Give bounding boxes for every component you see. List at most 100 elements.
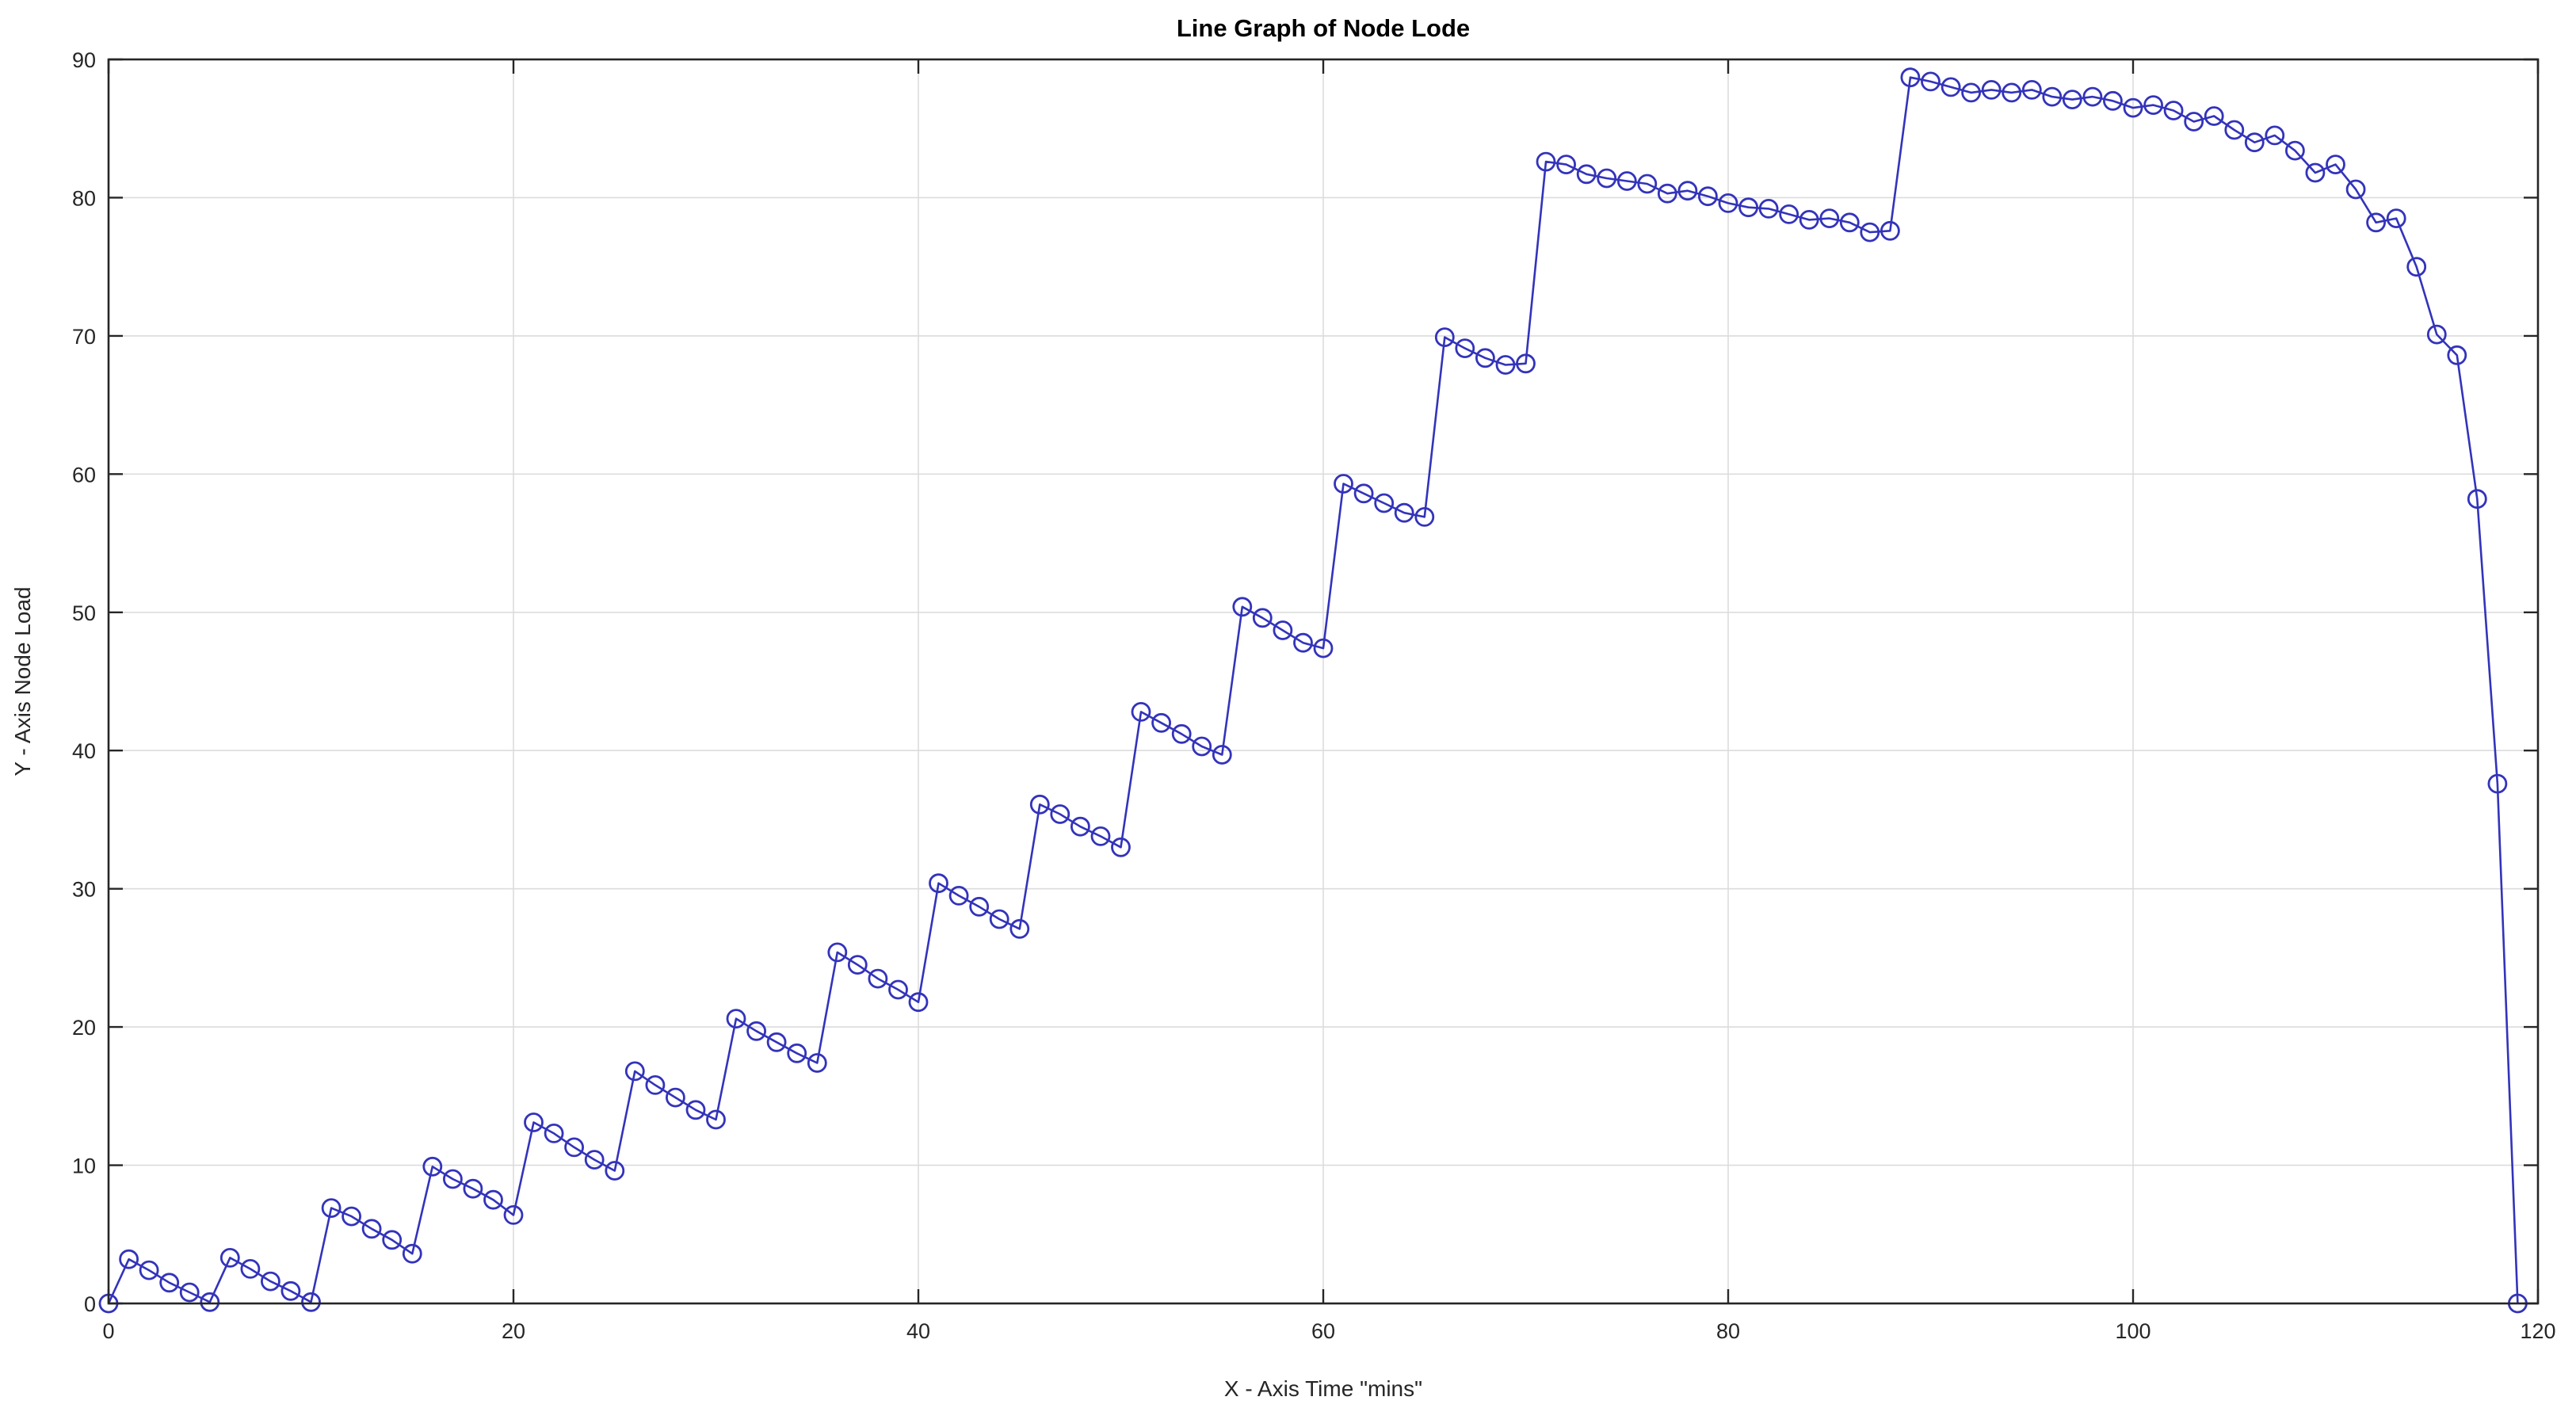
data-point-marker bbox=[1394, 502, 1414, 523]
series-line bbox=[107, 76, 2519, 1304]
data-point-marker bbox=[1475, 348, 1495, 368]
data-point-marker bbox=[139, 1260, 159, 1280]
data-point-marker bbox=[1758, 198, 1779, 219]
data-point-marker bbox=[2467, 489, 2487, 509]
data-point-marker bbox=[1576, 164, 1597, 185]
data-point-marker bbox=[524, 1112, 544, 1132]
data-point-marker bbox=[483, 1189, 503, 1210]
y-tick-label: 80 bbox=[72, 186, 96, 210]
data-point-marker bbox=[1921, 71, 1941, 92]
data-point-marker bbox=[847, 955, 868, 975]
data-point-marker bbox=[2284, 140, 2305, 161]
data-point-marker bbox=[321, 1198, 342, 1218]
data-point-marker bbox=[2002, 82, 2022, 103]
data-point-marker bbox=[1657, 183, 1677, 204]
data-point-marker bbox=[787, 1043, 807, 1063]
y-tick-label: 70 bbox=[72, 325, 96, 349]
data-point-marker bbox=[2426, 324, 2447, 345]
axis-layer bbox=[107, 58, 2540, 1305]
x-tick-label: 20 bbox=[502, 1319, 525, 1343]
data-point-marker bbox=[1070, 816, 1090, 837]
data-point-marker bbox=[1313, 638, 1334, 658]
data-point-marker bbox=[1414, 507, 1435, 527]
data-point-marker bbox=[260, 1271, 280, 1292]
data-point-marker bbox=[1697, 186, 1718, 207]
data-point-marker bbox=[1151, 712, 1171, 733]
data-point-marker bbox=[2447, 345, 2467, 365]
data-point-marker bbox=[2366, 212, 2387, 233]
y-tick-label: 10 bbox=[72, 1154, 96, 1178]
data-point-marker bbox=[2062, 90, 2082, 109]
data-point-marker bbox=[1293, 632, 1313, 653]
data-point-marker bbox=[1900, 67, 1921, 88]
data-point-marker bbox=[422, 1156, 443, 1177]
data-point-marker bbox=[706, 1109, 726, 1130]
data-point-marker bbox=[1192, 736, 1212, 757]
data-point-marker bbox=[2244, 132, 2265, 153]
y-tick-label: 40 bbox=[72, 739, 96, 763]
data-point-marker bbox=[1171, 723, 1192, 744]
data-point-marker bbox=[342, 1206, 362, 1227]
data-point-marker bbox=[179, 1282, 200, 1303]
data-point-marker bbox=[868, 968, 888, 989]
data-point-marker bbox=[402, 1243, 422, 1264]
data-point-marker bbox=[1111, 837, 1131, 857]
data-point-marker bbox=[726, 1009, 746, 1028]
data-point-marker bbox=[280, 1280, 301, 1301]
x-tick-label: 0 bbox=[102, 1319, 114, 1343]
x-tick-label: 60 bbox=[1311, 1319, 1335, 1343]
data-point-marker bbox=[2163, 101, 2184, 120]
data-point-marker bbox=[544, 1124, 564, 1143]
data-point-marker bbox=[1374, 493, 1395, 513]
y-tick-label: 0 bbox=[84, 1292, 96, 1316]
data-point-marker bbox=[1090, 826, 1111, 846]
data-point-marker bbox=[1536, 151, 1556, 172]
data-point-marker bbox=[2021, 80, 2042, 100]
data-point-marker bbox=[1252, 608, 1273, 628]
y-tick-label: 90 bbox=[72, 48, 96, 72]
data-point-marker bbox=[1880, 220, 1900, 241]
data-point-marker bbox=[382, 1230, 403, 1250]
x-tick-label: 40 bbox=[906, 1319, 930, 1343]
data-point-marker bbox=[1718, 193, 1738, 213]
y-axis-label: Y - Axis Node Load bbox=[10, 586, 35, 776]
data-point-marker bbox=[948, 886, 969, 906]
data-point-marker bbox=[624, 1061, 645, 1082]
data-point-marker bbox=[929, 873, 948, 894]
data-point-marker bbox=[2265, 125, 2285, 146]
data-point-marker bbox=[1779, 204, 1799, 224]
data-point-marker bbox=[2082, 86, 2103, 107]
data-point-marker bbox=[605, 1161, 625, 1181]
chart-title: Line Graph of Node Lode bbox=[1177, 14, 1470, 42]
data-point-marker bbox=[1961, 82, 1982, 103]
data-point-marker bbox=[503, 1205, 524, 1225]
data-point-marker bbox=[2406, 257, 2427, 277]
grid-layer bbox=[109, 59, 2538, 1303]
data-point-marker bbox=[1981, 80, 2002, 100]
data-point-marker bbox=[219, 1248, 240, 1268]
data-point-marker bbox=[1941, 77, 1961, 97]
data-point-marker bbox=[989, 909, 1009, 929]
data-point-marker bbox=[1637, 174, 1658, 194]
data-point-marker bbox=[1050, 804, 1070, 824]
data-point-marker bbox=[1597, 168, 1617, 189]
data-point-marker bbox=[2345, 179, 2366, 200]
y-tick-label: 50 bbox=[72, 601, 96, 625]
data-point-marker bbox=[1455, 338, 1475, 359]
data-point-marker bbox=[888, 979, 908, 1000]
data-point-marker bbox=[119, 1249, 139, 1269]
data-point-marker bbox=[685, 1100, 706, 1120]
data-point-marker bbox=[301, 1292, 321, 1312]
data-point-marker bbox=[361, 1219, 382, 1239]
data-point-marker bbox=[584, 1150, 605, 1170]
data-point-marker bbox=[1799, 209, 1819, 230]
data-point-marker bbox=[908, 992, 929, 1013]
y-tick-label: 60 bbox=[72, 463, 96, 487]
data-point-marker bbox=[2386, 208, 2406, 229]
data-point-marker bbox=[2123, 97, 2143, 118]
data-point-marker bbox=[807, 1053, 827, 1073]
data-point-marker bbox=[1839, 212, 1860, 233]
data-point-marker bbox=[1212, 745, 1232, 765]
y-tick-label: 20 bbox=[72, 1016, 96, 1040]
